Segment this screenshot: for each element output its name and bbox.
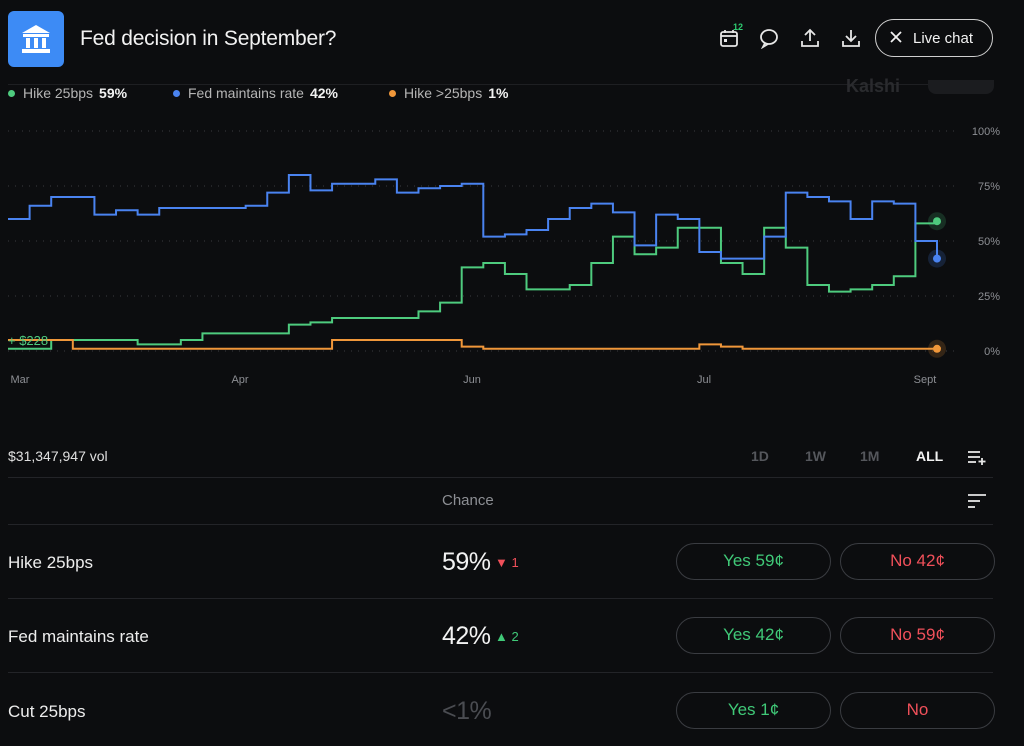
buy-no-button[interactable]: No 42¢ [840,543,995,580]
series-end-point [933,217,941,226]
y-tick-label: 75% [978,181,1000,193]
y-tick-label: 100% [972,126,1000,138]
share-icon[interactable] [799,27,825,53]
sort-icon[interactable] [966,492,988,515]
buy-yes-button[interactable]: Yes 59¢ [676,543,831,580]
close-icon [889,30,903,48]
divider [8,672,993,673]
pnl-annotation: + $228 [8,333,48,348]
buy-no-button[interactable]: No [840,692,995,729]
legend-name: Hike >25bps [404,85,483,101]
calendar-icon[interactable] [718,27,744,53]
outcome-change: ▼ 1 [495,555,519,570]
outcome-chance: <1% [442,697,492,725]
market-header: Fed decision in September? 12 [0,0,1024,80]
series-line-1 [8,174,938,260]
chance-header: Chance [442,492,494,509]
calendar-badge: 12 [733,22,744,32]
chart-toggle[interactable] [928,80,994,94]
volume-label: $31,347,947 vol [8,448,108,464]
legend-item: Hike >25bps 1% [389,85,508,101]
range-all[interactable]: ALL [916,448,944,464]
series-line-2 [8,339,937,350]
comment-icon[interactable] [758,27,784,53]
series-end-point [933,344,941,353]
y-tick-label: 25% [978,291,1000,303]
live-chat-label: Live chat [913,30,974,47]
download-icon[interactable] [840,27,866,53]
legend-dot [173,89,180,97]
header-divider [8,84,993,85]
buy-no-button[interactable]: No 59¢ [840,617,995,654]
divider [8,477,993,478]
outcome-name: Hike 25bps [8,553,94,572]
live-chat-button[interactable]: Live chat [875,19,993,57]
x-tick-label: Sept [914,374,937,386]
legend-item: Hike 25bps 59% [8,85,127,101]
legend-item: Fed maintains rate 42% [173,85,338,101]
range-1m[interactable]: 1M [860,448,880,464]
series-line-0 [8,221,938,350]
page-title: Fed decision in September? [80,27,337,50]
legend-name: Fed maintains rate [188,85,304,101]
outcome-row[interactable]: Cut 25bps <1% Yes 1¢ No [0,672,1024,746]
divider [8,524,993,525]
outcome-row[interactable]: Fed maintains rate 42% ▲ 2 Yes 42¢ No 59… [0,598,1024,672]
range-1w[interactable]: 1W [805,448,826,464]
range-1d[interactable]: 1D [751,448,769,464]
legend-dot [8,89,15,97]
outcome-chance: 42% [442,622,491,650]
legend-value: 59% [99,85,128,101]
divider [8,598,993,599]
buy-yes-button[interactable]: Yes 1¢ [676,692,831,729]
y-tick-label: 50% [978,236,1000,248]
legend-value: 1% [488,85,509,101]
x-tick-label: Jul [697,374,711,386]
price-chart[interactable]: 100% 75% 50% 25% 0% Mar Apr Jun Jul Sept + $228 [0,112,1024,392]
outcome-change: ▲ 2 [495,629,519,644]
outcome-name: Cut 25bps [8,702,86,721]
buy-yes-button[interactable]: Yes 42¢ [676,617,831,654]
outcome-row[interactable]: Hike 25bps 59% ▼ 1 Yes 59¢ No 42¢ [0,524,1024,598]
x-tick-label: Jun [463,374,481,386]
y-tick-label: 0% [984,346,1000,358]
series-end-point [933,254,941,263]
x-tick-label: Apr [231,374,248,386]
bank-icon [8,11,64,67]
legend-dot [389,89,396,97]
outcome-name: Fed maintains rate [8,627,149,646]
x-tick-label: Mar [11,374,30,386]
outcome-chance: 59% [442,548,491,576]
kalshi-watermark: Kalshi [846,76,901,96]
legend-name: Hike 25bps [23,85,94,101]
legend-value: 42% [309,85,338,101]
add-to-list-icon[interactable] [966,448,988,471]
